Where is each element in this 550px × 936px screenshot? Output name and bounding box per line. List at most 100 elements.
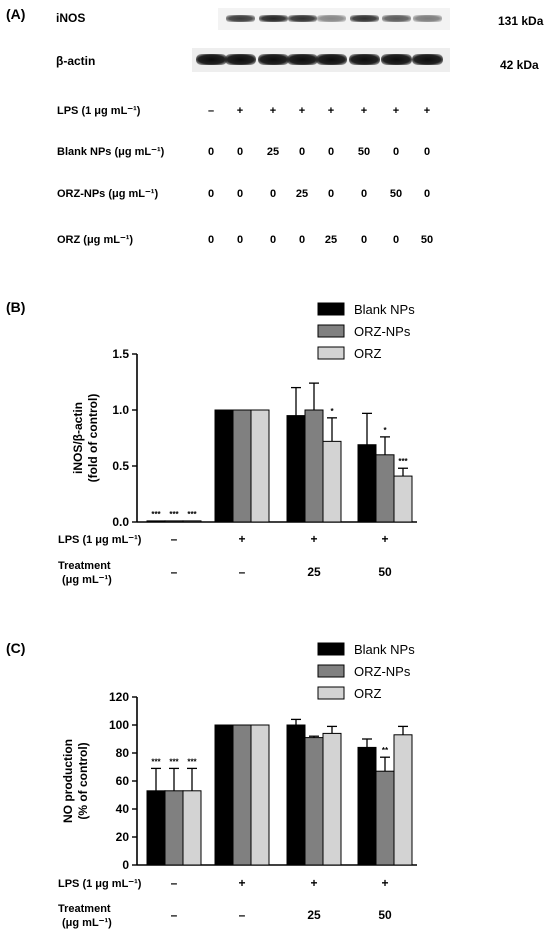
treatment-cell: 0 (298, 234, 306, 246)
y-tick-label: 80 (116, 746, 130, 760)
y-tick-label: 120 (109, 690, 129, 704)
treatment-cell: 0 (423, 188, 431, 200)
inos-band (350, 15, 379, 22)
legend-swatch (317, 642, 345, 656)
bar (357, 444, 377, 523)
actin-kda: 42 kDa (500, 58, 539, 72)
bar (375, 454, 395, 523)
treatment-cell: 0 (269, 188, 277, 200)
actin-band (196, 54, 227, 65)
y-tick-label: 100 (109, 718, 129, 732)
bar (286, 415, 306, 523)
lps-row-value: – (171, 532, 178, 546)
inos-band (317, 15, 346, 22)
inos-band (226, 15, 255, 22)
legend-label: ORZ-NPs (354, 324, 411, 339)
treatment-row-value: – (171, 908, 178, 922)
y-tick-label: 1.5 (112, 347, 129, 361)
lps-row-label: LPS (1 μg mL⁻¹) (58, 878, 142, 890)
treatment-cell: 25 (266, 146, 280, 158)
actin-band (412, 54, 443, 65)
treatment-cell: 0 (392, 146, 400, 158)
chart-c: 0 20 40 60 80 100 120 NO production(% of contro… (58, 642, 417, 929)
y-tick-label: 0 (122, 858, 129, 872)
bar (304, 737, 324, 866)
lps-row-value: + (238, 876, 245, 890)
legend-label: Blank NPs (354, 302, 415, 317)
treatment-row-value: 25 (307, 908, 321, 922)
bar (232, 724, 252, 866)
treatment-cell: 0 (298, 146, 306, 158)
bar (393, 475, 413, 523)
bar (304, 409, 324, 523)
y-axis-label-line: iNOS/β-actin (71, 402, 85, 474)
lps-row-value: – (171, 876, 178, 890)
y-tick-label: 0.0 (112, 515, 129, 529)
treatment-cell: 50 (357, 146, 371, 158)
treatment-row-value: 50 (378, 908, 392, 922)
bar (164, 790, 184, 866)
lps-row-value: + (381, 876, 388, 890)
y-axis-label: NO production(% of control) (61, 739, 90, 823)
treatment-cell: 25 (295, 188, 309, 200)
y-axis-label-line: (% of control) (76, 742, 90, 819)
treatment-cell: 0 (327, 188, 335, 200)
actin-band (225, 54, 256, 65)
treatment-cell: 25 (324, 234, 338, 246)
significance-label: *** (151, 757, 161, 766)
legend-swatch (317, 346, 345, 360)
bar (146, 520, 166, 523)
significance-label: *** (187, 510, 197, 519)
actin-label: β-actin (56, 54, 96, 68)
inos-kda: 131 kDa (498, 14, 544, 28)
treatment-cell: + (360, 105, 368, 117)
treatment-row-unit: (μg mL⁻¹) (62, 574, 112, 586)
treatment-cell: 0 (423, 146, 431, 158)
treatment-row-label: Treatment (58, 903, 111, 915)
treatment-row-value: 50 (378, 565, 392, 579)
actin-band (381, 54, 412, 65)
treatment-cell: – (207, 105, 215, 117)
actin-band (287, 54, 318, 65)
significance-label: ** (382, 746, 389, 755)
bar (232, 409, 252, 523)
lps-row-value: + (381, 532, 388, 546)
bar (164, 520, 184, 523)
inos-label: iNOS (56, 11, 86, 25)
y-axis-label: iNOS/β-actin(fold of control) (71, 394, 100, 483)
treatment-cell: + (236, 105, 244, 117)
significance-label: *** (169, 757, 179, 766)
y-tick-label: 40 (116, 802, 130, 816)
treatment-cell: + (269, 105, 277, 117)
treatment-cell: 0 (207, 234, 215, 246)
treatment-cell: 0 (236, 234, 244, 246)
treatment-row-value: – (239, 565, 246, 579)
y-tick-label: 1.0 (112, 403, 129, 417)
treatment-row-unit: (μg mL⁻¹) (62, 917, 112, 929)
treatment-row-label: Treatment (58, 560, 111, 572)
treatment-cell: 0 (360, 234, 368, 246)
actin-band (316, 54, 347, 65)
significance-label: * (383, 426, 387, 435)
significance-label: * (330, 407, 334, 416)
treatment-cell: 50 (389, 188, 403, 200)
treatment-cell: 0 (236, 188, 244, 200)
inos-band (382, 15, 411, 22)
lps-row-value: + (310, 532, 317, 546)
treatment-cell: + (423, 105, 431, 117)
bar (322, 440, 342, 523)
treatment-cell: 0 (207, 146, 215, 158)
inos-band (413, 15, 442, 22)
y-tick-label: 0.5 (112, 459, 129, 473)
treatment-cell: 0 (236, 146, 244, 158)
treatment-row-label: Blank NPs (μg mL⁻¹) (57, 146, 165, 158)
treatment-cell: 0 (360, 188, 368, 200)
bar (250, 409, 270, 523)
y-tick-label: 20 (116, 830, 130, 844)
y-axis-label-line: NO production (61, 739, 75, 823)
bar (322, 732, 342, 866)
treatment-row-value: 25 (307, 565, 321, 579)
lps-row-value: + (310, 876, 317, 890)
bar (182, 790, 202, 866)
legend-label: Blank NPs (354, 642, 415, 657)
